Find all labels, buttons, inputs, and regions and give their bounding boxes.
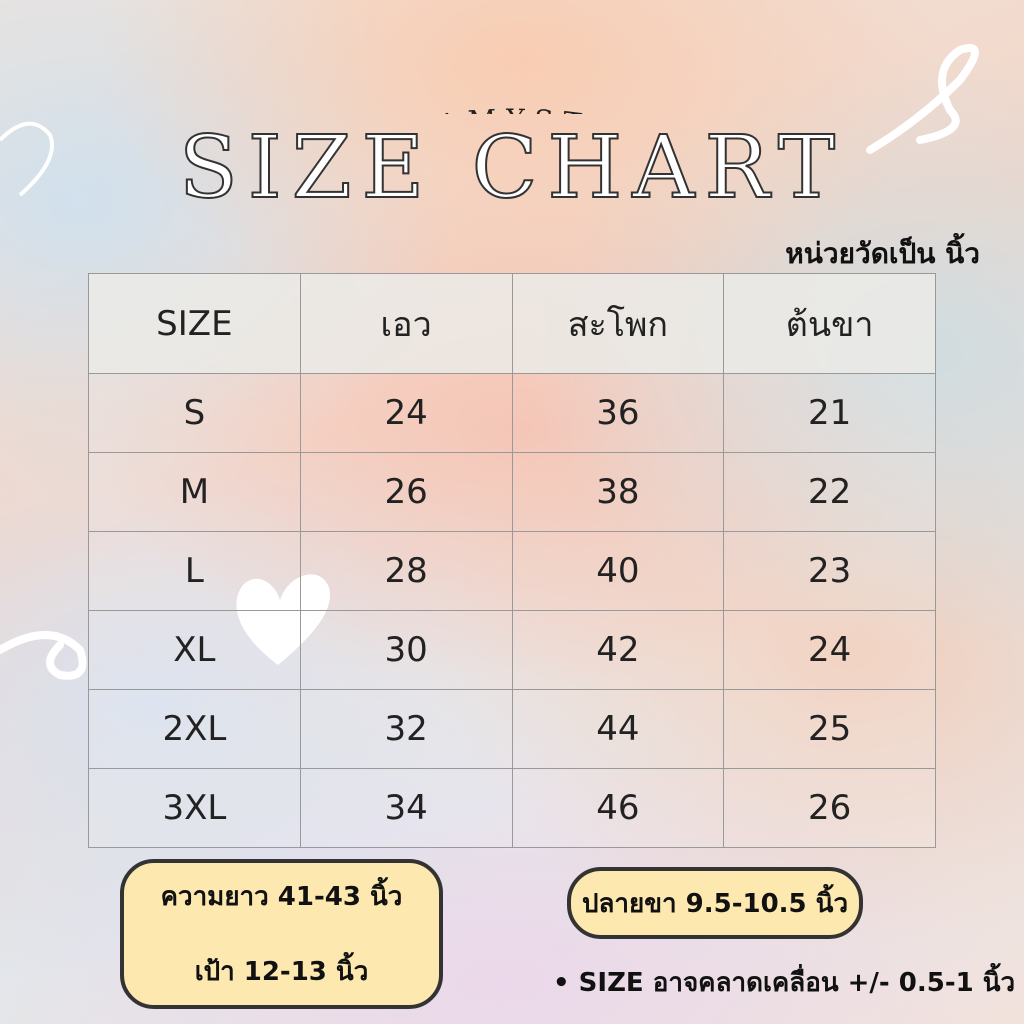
size-table: SIZE เอว สะโพก ต้นขา S 24 36 21 M 26 38 22 L 28 40… [88, 273, 936, 848]
cell-thigh: 26 [723, 768, 936, 848]
length-crotch-badge: ความยาว 41-43 นิ้ว เป้า 12-13 นิ้ว [120, 859, 443, 1009]
header-thigh: ต้นขา [723, 273, 936, 374]
tolerance-text: SIZE อาจคลาดเคลื่อน +/- 0.5-1 นิ้ว [578, 968, 1016, 998]
cell-size: S [88, 373, 301, 453]
unit-note: หน่วยวัดเป็น นิ้ว [785, 237, 980, 270]
cell-thigh: 23 [723, 531, 936, 611]
cell-hip: 36 [511, 373, 725, 453]
hem-text: ปลายขา 9.5-10.5 นิ้ว [581, 888, 849, 919]
brand-text: CREAMYSTORE [344, 103, 685, 114]
hem-badge: ปลายขา 9.5-10.5 นิ้ว [567, 867, 863, 939]
cell-waist: 26 [299, 452, 513, 532]
header-waist: เอว [299, 273, 513, 374]
cell-waist: 32 [299, 689, 513, 769]
length-text: ความยาว 41-43 นิ้ว [160, 882, 403, 912]
cell-thigh: 21 [723, 373, 936, 453]
cell-waist: 30 [299, 610, 513, 690]
table-header-row: SIZE เอว สะโพก ต้นขา [88, 273, 936, 374]
heart-outline-icon [0, 121, 54, 197]
crotch-text: เป้า 12-13 นิ้ว [194, 957, 369, 987]
swirl-arrow-icon [866, 44, 979, 154]
table-row: S 24 36 21 [88, 373, 936, 453]
brand-logo: CREAMYSTORE [344, 103, 685, 114]
cell-size: L [88, 531, 301, 611]
cell-waist: 34 [299, 768, 513, 848]
table-row: M 26 38 22 [88, 452, 936, 532]
cell-hip: 40 [511, 531, 725, 611]
page-title: SIZE CHART [178, 117, 846, 219]
tolerance-note: • SIZE อาจคลาดเคลื่อน +/- 0.5-1 นิ้ว [553, 968, 1016, 998]
cell-size: XL [88, 610, 301, 690]
table-row: XL 30 42 24 [88, 610, 936, 690]
cell-hip: 44 [511, 689, 725, 769]
header-hip: สะโพก [511, 273, 725, 374]
header-size: SIZE [88, 273, 301, 374]
cell-size: M [88, 452, 301, 532]
cell-size: 2XL [88, 689, 301, 769]
cell-size: 3XL [88, 768, 301, 848]
cell-waist: 24 [299, 373, 513, 453]
cell-thigh: 25 [723, 689, 936, 769]
cell-thigh: 24 [723, 610, 936, 690]
table-row: 3XL 34 46 26 [88, 768, 936, 848]
cell-hip: 38 [511, 452, 725, 532]
cell-hip: 46 [511, 768, 725, 848]
cell-hip: 42 [511, 610, 725, 690]
table-row: 2XL 32 44 25 [88, 689, 936, 769]
cell-thigh: 22 [723, 452, 936, 532]
cell-waist: 28 [299, 531, 513, 611]
table-row: L 28 40 23 [88, 531, 936, 611]
swirl-icon [0, 631, 87, 680]
